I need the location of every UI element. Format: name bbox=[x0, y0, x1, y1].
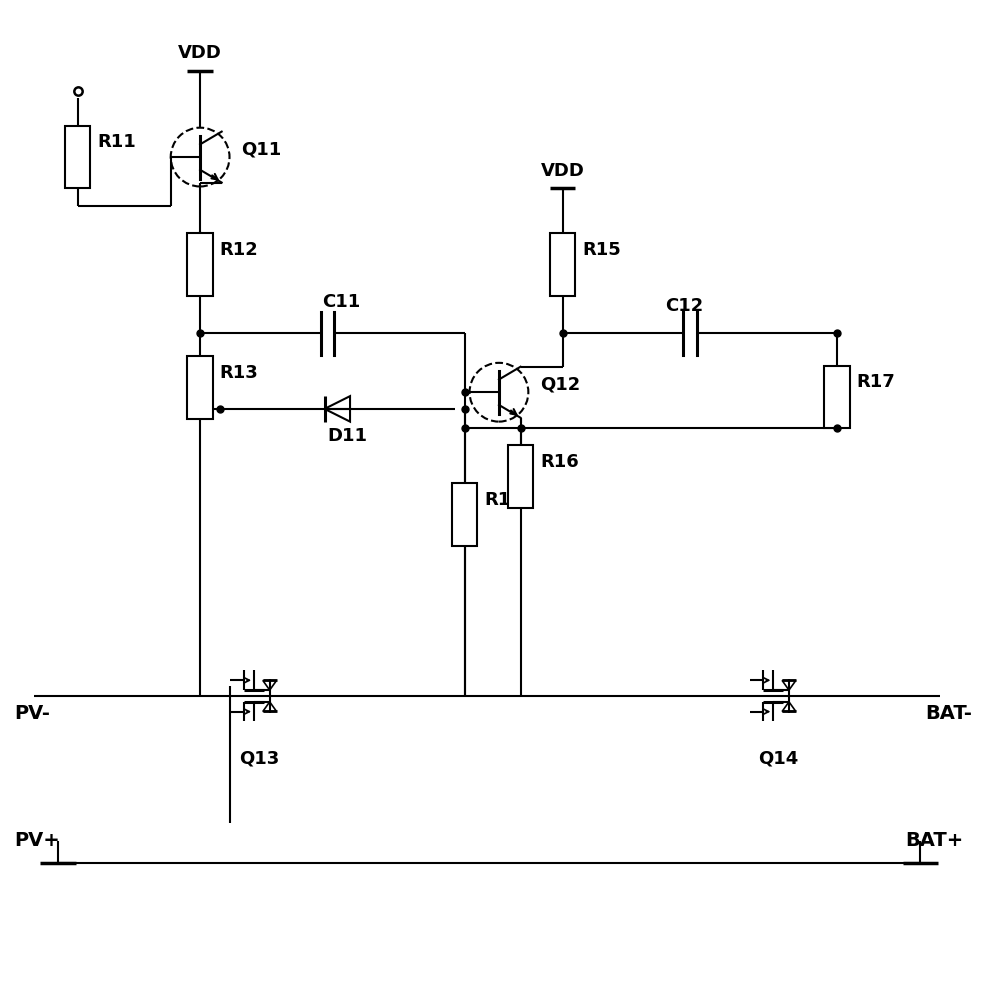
Text: R13: R13 bbox=[220, 364, 258, 382]
Text: Q11: Q11 bbox=[241, 140, 282, 158]
Text: BAT+: BAT+ bbox=[906, 831, 964, 850]
Bar bbox=[507, 445, 533, 508]
Text: R11: R11 bbox=[97, 133, 136, 151]
Bar bbox=[550, 233, 576, 296]
Text: R12: R12 bbox=[220, 241, 258, 259]
Text: R16: R16 bbox=[540, 453, 579, 471]
Bar bbox=[187, 233, 213, 296]
Text: D11: D11 bbox=[327, 427, 367, 445]
Text: R15: R15 bbox=[583, 241, 621, 259]
Text: Q14: Q14 bbox=[758, 750, 798, 768]
Text: C11: C11 bbox=[322, 293, 361, 311]
Bar bbox=[452, 483, 478, 546]
Text: R14: R14 bbox=[485, 491, 523, 509]
Text: VDD: VDD bbox=[178, 44, 223, 62]
Text: BAT-: BAT- bbox=[925, 704, 972, 723]
Bar bbox=[824, 366, 850, 428]
Text: PV+: PV+ bbox=[14, 831, 59, 850]
Text: R17: R17 bbox=[856, 373, 895, 391]
Text: VDD: VDD bbox=[541, 162, 584, 180]
Text: PV-: PV- bbox=[14, 704, 49, 723]
Bar bbox=[187, 356, 213, 419]
Text: Q13: Q13 bbox=[238, 750, 279, 768]
Text: Q12: Q12 bbox=[540, 375, 581, 393]
Bar bbox=[65, 126, 90, 188]
Text: C12: C12 bbox=[666, 297, 704, 315]
